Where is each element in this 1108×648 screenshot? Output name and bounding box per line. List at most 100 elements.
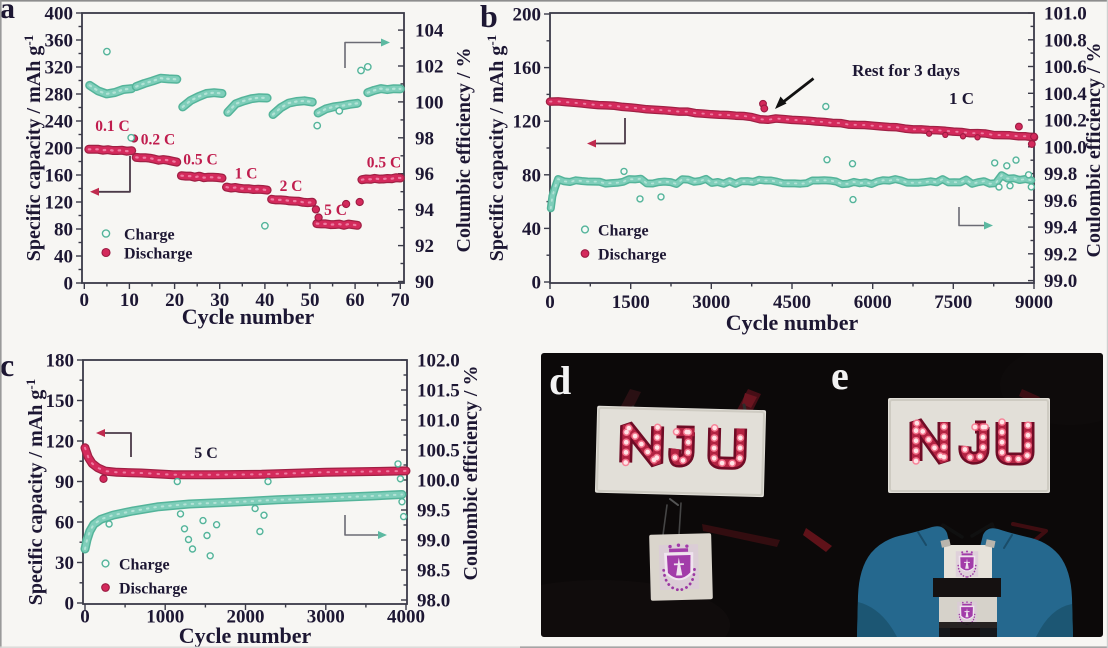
svg-text:60: 60	[346, 290, 365, 311]
svg-text:240: 240	[45, 112, 74, 133]
svg-text:b: b	[480, 0, 498, 34]
svg-text:40: 40	[255, 290, 274, 311]
svg-text:360: 360	[45, 31, 74, 52]
svg-text:1500: 1500	[612, 292, 650, 313]
svg-text:e: e	[831, 353, 849, 398]
svg-text:98.5: 98.5	[417, 561, 450, 582]
svg-text:100.5: 100.5	[417, 441, 460, 462]
svg-text:3000: 3000	[307, 607, 345, 628]
svg-text:Specific capacity / mAh g-1: Specific capacity / mAh g-1	[21, 35, 45, 261]
svg-text:Discharge: Discharge	[119, 581, 187, 598]
svg-text:Coulombic efficiency / %: Coulombic efficiency / %	[1083, 43, 1105, 258]
svg-text:30: 30	[55, 553, 74, 574]
svg-text:0: 0	[80, 290, 90, 311]
svg-text:Columbic efficiency / %: Columbic efficiency / %	[453, 48, 475, 253]
svg-text:98.0: 98.0	[417, 591, 450, 612]
svg-text:Coulombic efficiency / %: Coulombic efficiency / %	[460, 366, 482, 581]
svg-text:160: 160	[45, 166, 74, 187]
svg-text:0.2 C: 0.2 C	[141, 132, 175, 149]
svg-text:40: 40	[522, 219, 541, 240]
svg-text:2 C: 2 C	[280, 178, 303, 195]
svg-text:0.5 C: 0.5 C	[183, 152, 217, 169]
svg-text:c: c	[0, 347, 14, 383]
svg-text:0: 0	[545, 292, 555, 313]
svg-text:d: d	[549, 358, 571, 403]
svg-text:100.0: 100.0	[417, 471, 460, 492]
svg-text:Discharge: Discharge	[598, 247, 666, 264]
svg-text:100: 100	[415, 92, 444, 113]
svg-text:Rest for 3 days: Rest for 3 days	[852, 61, 960, 80]
svg-text:99.5: 99.5	[417, 501, 450, 522]
svg-text:4500: 4500	[773, 292, 811, 313]
svg-text:Cycle number: Cycle number	[179, 623, 312, 648]
svg-text:200: 200	[513, 5, 542, 26]
svg-text:99.2: 99.2	[1044, 244, 1077, 265]
svg-text:0: 0	[65, 594, 75, 615]
svg-text:0.5 C: 0.5 C	[367, 155, 401, 172]
svg-text:100.0: 100.0	[1044, 137, 1087, 158]
svg-text:a: a	[0, 0, 15, 25]
svg-text:5 C: 5 C	[324, 202, 347, 219]
svg-text:92: 92	[415, 236, 434, 257]
svg-text:4000: 4000	[387, 607, 425, 628]
svg-text:1000: 1000	[146, 607, 184, 628]
svg-text:400: 400	[45, 4, 74, 25]
svg-text:Discharge: Discharge	[124, 246, 192, 263]
svg-text:0: 0	[64, 274, 74, 295]
svg-text:99.8: 99.8	[1044, 164, 1077, 185]
svg-text:50: 50	[301, 290, 320, 311]
svg-text:Cycle number: Cycle number	[182, 304, 315, 329]
svg-text:320: 320	[45, 58, 74, 79]
svg-text:120: 120	[46, 432, 75, 453]
svg-text:70: 70	[391, 290, 410, 311]
svg-text:60: 60	[55, 513, 74, 534]
svg-text:120: 120	[45, 193, 74, 214]
svg-text:80: 80	[54, 220, 73, 241]
svg-text:7500: 7500	[934, 292, 972, 313]
svg-text:2000: 2000	[227, 607, 265, 628]
svg-text:30: 30	[210, 290, 229, 311]
svg-text:90: 90	[415, 272, 434, 293]
svg-text:160: 160	[513, 58, 542, 79]
svg-text:99.0: 99.0	[1044, 271, 1077, 292]
svg-text:99.6: 99.6	[1044, 191, 1077, 212]
svg-text:98: 98	[415, 128, 434, 149]
svg-text:90: 90	[55, 472, 74, 493]
svg-text:Specific capacity / mAh g-1: Specific capacity / mAh g-1	[23, 379, 47, 605]
svg-text:0: 0	[80, 607, 90, 628]
svg-text:Specific capacity / mAh g-1: Specific capacity / mAh g-1	[484, 35, 508, 261]
svg-text:99.0: 99.0	[417, 531, 450, 552]
svg-text:150: 150	[46, 391, 75, 412]
svg-text:5 C: 5 C	[194, 445, 218, 462]
svg-text:0.1 C: 0.1 C	[95, 118, 129, 135]
svg-text:102.0: 102.0	[417, 351, 460, 372]
svg-text:80: 80	[522, 165, 541, 186]
svg-text:Charge: Charge	[119, 557, 170, 574]
svg-text:6000: 6000	[854, 292, 892, 313]
svg-text:10: 10	[120, 290, 139, 311]
svg-text:101.0: 101.0	[417, 411, 460, 432]
svg-text:280: 280	[45, 85, 74, 106]
svg-text:9000: 9000	[1015, 292, 1053, 313]
svg-text:104: 104	[415, 21, 444, 42]
svg-text:100.4: 100.4	[1044, 84, 1087, 105]
svg-text:101.5: 101.5	[417, 381, 460, 402]
svg-text:99.4: 99.4	[1044, 218, 1078, 239]
svg-text:1 C: 1 C	[949, 89, 974, 108]
svg-text:94: 94	[415, 200, 435, 221]
svg-text:200: 200	[45, 139, 74, 160]
svg-text:96: 96	[415, 164, 434, 185]
svg-text:0: 0	[532, 273, 542, 294]
svg-text:1 C: 1 C	[235, 166, 258, 183]
svg-text:180: 180	[46, 351, 75, 372]
svg-text:40: 40	[54, 247, 73, 268]
svg-text:3000: 3000	[692, 292, 730, 313]
svg-text:100.6: 100.6	[1044, 57, 1087, 78]
svg-text:101.0: 101.0	[1044, 4, 1087, 25]
svg-text:Charge: Charge	[124, 227, 175, 244]
svg-text:120: 120	[513, 112, 542, 133]
svg-text:102: 102	[415, 57, 444, 78]
svg-text:Cycle number: Cycle number	[726, 310, 859, 335]
svg-text:100.8: 100.8	[1044, 30, 1087, 51]
svg-text:20: 20	[165, 290, 184, 311]
